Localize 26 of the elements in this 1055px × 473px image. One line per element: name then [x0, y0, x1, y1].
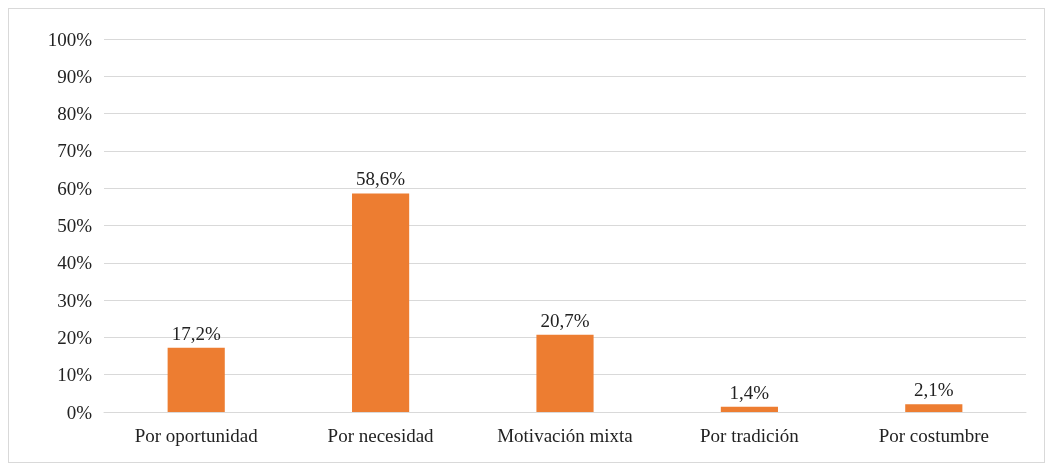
y-tick-label: 50% — [57, 215, 93, 236]
data-label: 2,1% — [914, 379, 954, 401]
y-tick-label: 20% — [57, 326, 93, 348]
bar — [720, 406, 778, 412]
y-tick-label: 0% — [66, 401, 93, 423]
y-tick-label: 100% — [47, 28, 93, 50]
data-label: 20,7% — [540, 309, 590, 331]
bar — [536, 334, 594, 412]
data-label: 1,4% — [729, 381, 770, 403]
x-tick-label: Motivación mixta — [497, 425, 634, 446]
y-tick-label: 90% — [57, 65, 93, 87]
x-tick-label: Por tradición — [700, 425, 800, 446]
bar — [352, 193, 410, 412]
x-tick-label: Por necesidad — [327, 425, 435, 446]
data-label: 58,6% — [356, 168, 406, 190]
data-label: 17,2% — [171, 322, 221, 344]
bar — [167, 347, 225, 412]
y-tick-label: 80% — [57, 103, 93, 125]
bar — [905, 404, 963, 412]
y-tick-label: 60% — [57, 177, 93, 199]
x-tick-label: Por oportunidad — [134, 425, 259, 446]
x-tick-label: Por costumbre — [878, 425, 989, 446]
y-tick-label: 40% — [57, 252, 93, 274]
y-tick-label: 70% — [57, 140, 93, 162]
y-tick-label: 30% — [57, 289, 93, 311]
y-tick-label: 10% — [57, 364, 93, 386]
